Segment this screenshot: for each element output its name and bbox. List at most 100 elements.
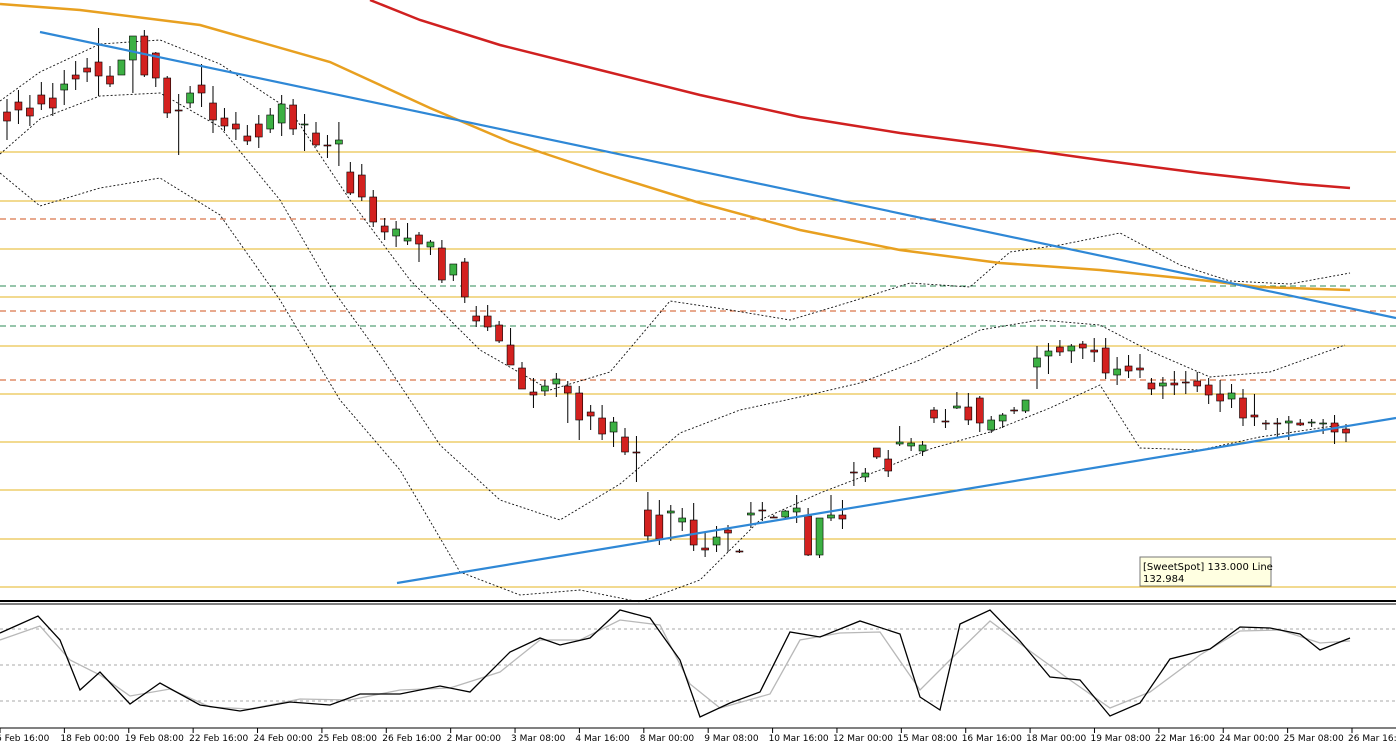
candle-body-bullish — [666, 510, 675, 514]
candle-body-bearish — [1170, 382, 1179, 386]
candle — [186, 86, 194, 108]
x-axis-label: 15 Mar 08:00 — [897, 734, 957, 744]
candle-body-bearish — [1124, 365, 1133, 372]
candle-body-bearish — [598, 417, 606, 435]
candle — [438, 240, 446, 283]
candle-body-bearish — [1262, 422, 1270, 425]
candle-body-bullish — [449, 263, 458, 276]
candles — [3, 28, 1350, 558]
candle — [586, 405, 595, 430]
candle — [60, 70, 69, 105]
candle — [14, 90, 23, 124]
candle — [335, 122, 343, 166]
bollinger-upper-band — [0, 39, 1351, 391]
candle-body-bearish — [197, 84, 206, 94]
candle-body-bearish — [106, 75, 114, 85]
x-axis-label: 8 Mar 00:00 — [640, 734, 695, 744]
candle-body-bearish — [483, 315, 492, 328]
candle — [872, 447, 881, 459]
candle-body-bullish — [1307, 421, 1316, 424]
candle-body-bearish — [94, 61, 103, 77]
candle — [1181, 371, 1190, 394]
candle — [392, 221, 400, 247]
candle — [724, 525, 732, 552]
candle-body-bullish — [998, 414, 1007, 422]
candle — [1067, 344, 1076, 363]
candle — [735, 549, 744, 553]
candle-body-bullish — [392, 228, 400, 237]
candle — [1124, 355, 1133, 378]
candle-body-bearish — [357, 174, 366, 198]
candle — [861, 468, 870, 482]
x-axis-label: 24 Mar 00:00 — [1219, 734, 1279, 744]
candle — [895, 426, 904, 446]
x-axis-label: 22 Feb 16:00 — [189, 734, 248, 744]
candle-body-bearish — [1342, 428, 1350, 434]
candle — [506, 328, 515, 366]
candle-body-bearish — [804, 515, 812, 556]
candle-body-bearish — [1193, 380, 1202, 387]
candle — [678, 508, 687, 531]
candle — [930, 407, 938, 423]
candle — [460, 258, 469, 303]
candle-body-bearish — [575, 392, 584, 421]
candle-body-bearish — [312, 132, 320, 146]
candle-body-bearish — [701, 547, 709, 551]
candle-body-bullish — [403, 237, 412, 242]
candle — [1319, 419, 1327, 434]
candle — [907, 438, 915, 451]
x-axis-label: 10 Mar 16:00 — [769, 734, 829, 744]
candle — [26, 95, 34, 126]
candle-body-bearish — [506, 344, 515, 366]
candle-body-bullish — [712, 536, 721, 546]
candle — [781, 510, 790, 519]
candle-body-bullish — [1284, 420, 1293, 424]
candle-body-bullish — [953, 405, 961, 409]
candle — [163, 76, 172, 118]
x-axis-label: 16 Mar 16:00 — [962, 734, 1022, 744]
candle-body-bearish — [1090, 349, 1099, 353]
candle — [209, 86, 217, 133]
candle — [346, 162, 355, 195]
candle-body-bullish — [129, 35, 137, 61]
candle-body-bearish — [1056, 346, 1064, 353]
candle — [483, 305, 492, 331]
x-axis-label: 9 Mar 08:00 — [704, 734, 759, 744]
candle-body-bearish — [1147, 382, 1156, 390]
candle-body-bullish — [117, 59, 126, 76]
candle — [1170, 371, 1179, 395]
trend-line-0[interactable] — [39, 30, 1396, 320]
candle-body-bullish — [186, 92, 194, 104]
candle — [300, 114, 309, 151]
candle-body-bearish — [346, 171, 355, 194]
candle-body-bullish — [1021, 399, 1030, 412]
x-axis-label: 2 Mar 00:00 — [447, 734, 502, 744]
candle-body-bullish — [907, 442, 915, 447]
candle-body-bearish — [369, 196, 378, 223]
candle — [815, 517, 824, 558]
candle — [1239, 389, 1247, 426]
candle-body-bullish — [1159, 382, 1167, 387]
moving-average-line-0 — [0, 2, 1351, 292]
candle-body-bearish — [644, 509, 652, 537]
candle — [941, 409, 950, 428]
candle — [151, 52, 160, 87]
candle — [598, 405, 606, 440]
candle — [975, 396, 984, 432]
candle-body-bearish — [174, 109, 183, 112]
candle-body-bullish — [792, 507, 801, 513]
candle-body-bearish — [1296, 422, 1305, 426]
moving-average-line-1 — [369, 0, 1351, 190]
candle-body-bullish — [1227, 392, 1236, 400]
candle-body-bullish — [1044, 350, 1053, 357]
candle-body-bearish — [460, 261, 469, 298]
candle-body-bullish — [987, 419, 996, 431]
x-axis-label: 18 Feb 00:00 — [60, 734, 119, 744]
candle — [621, 428, 629, 455]
candle — [232, 112, 240, 140]
candle-body-bullish — [1319, 422, 1327, 425]
candle-body-bearish — [415, 234, 423, 245]
trend-line-1[interactable] — [396, 416, 1396, 585]
candle-body-bearish — [769, 516, 778, 519]
